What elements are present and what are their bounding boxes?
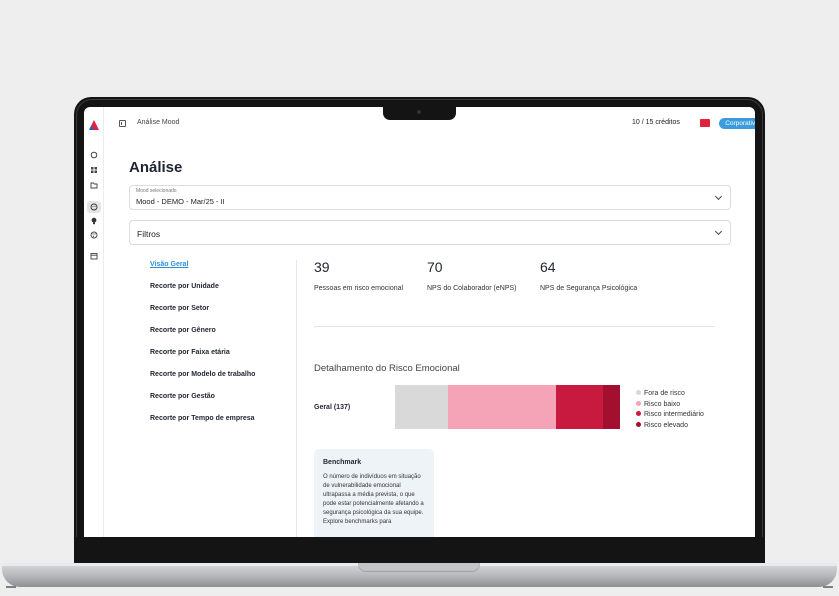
circle-icon[interactable] xyxy=(90,151,98,159)
top-bar: Análise Mood 10 / 15 créditos Corporativ… xyxy=(104,107,755,141)
legend-item: Fora de risco xyxy=(636,390,685,397)
risk-segment-fora[interactable] xyxy=(395,385,448,429)
mood-select-label: Mood selecionado xyxy=(136,188,177,194)
legend-item: Risco intermediário xyxy=(636,411,704,418)
metric-psych-safety-label: NPS de Segurança Psicológica xyxy=(540,285,638,292)
nav-recorte-gestao[interactable]: Recorte por Gestão xyxy=(150,393,215,400)
risk-breakdown-title: Detalhamento do Risco Emocional xyxy=(314,363,460,374)
nav-recorte-unidade[interactable]: Recorte por Unidade xyxy=(150,283,219,290)
mood-select-value: Mood - DEMO - Mar/25 - II xyxy=(136,197,225,206)
legend-item: Risco elevado xyxy=(636,421,688,429)
benchmark-card: Benchmark O número de indivíduos em situ… xyxy=(314,449,434,537)
chevron-down-icon xyxy=(714,227,723,236)
risk-row-label: Geral (137) xyxy=(314,404,351,411)
legend-item: Risco baixo xyxy=(636,400,681,408)
filters-accordion[interactable]: Filtros xyxy=(129,220,731,245)
legend-label: Fora de risco xyxy=(644,390,685,397)
camera-notch xyxy=(383,107,456,120)
chevron-down-icon xyxy=(714,192,723,201)
legend-dot xyxy=(636,400,641,406)
ticket-icon[interactable] xyxy=(700,119,710,127)
legend-label: Risco baixo xyxy=(644,400,681,408)
mood-select[interactable]: Mood selecionado Mood - DEMO - Mar/25 - … xyxy=(129,185,731,210)
metric-risk-value: 39 xyxy=(314,259,330,275)
nav-divider xyxy=(296,260,297,537)
legend-dot xyxy=(636,421,641,427)
bulb-icon[interactable] xyxy=(90,217,98,225)
plan-badge[interactable]: Corporativo xyxy=(719,118,755,129)
metrics-divider xyxy=(314,326,714,327)
calendar-icon[interactable] xyxy=(90,252,98,260)
benchmark-text: O número de indivíduos em situação de vu… xyxy=(323,474,424,525)
nav-recorte-modelo-trabalho[interactable]: Recorte por Modelo de trabalho xyxy=(150,371,256,378)
nav-recorte-faixa-etaria[interactable]: Recorte por Faixa etária xyxy=(150,349,230,356)
icon-rail xyxy=(84,107,104,537)
metric-enps-label: NPS do Colaborador (eNPS) xyxy=(427,285,517,292)
risk-segment-intermediario[interactable] xyxy=(555,385,604,429)
nav-recorte-setor[interactable]: Recorte por Setor xyxy=(150,305,210,312)
risk-segment-baixo[interactable] xyxy=(447,385,556,429)
legend-dot xyxy=(636,390,641,395)
legend-label: Risco elevado xyxy=(644,421,688,429)
folder-icon[interactable] xyxy=(90,181,98,189)
app-logo[interactable] xyxy=(89,120,99,130)
laptop-foot xyxy=(6,586,16,588)
filters-label: Filtros xyxy=(137,229,161,239)
app-screen: Análise Mood 10 / 15 créditos Corporativ… xyxy=(84,107,755,537)
nav-recorte-tempo-empresa[interactable]: Recorte por Tempo de empresa xyxy=(150,415,255,422)
metric-risk-label: Pessoas em risco emocional xyxy=(314,285,404,292)
page-title: Análise xyxy=(129,159,183,176)
breadcrumb-title: Análise Mood xyxy=(137,119,180,126)
nav-visao-geral[interactable]: Visão Geral xyxy=(150,261,189,268)
credits-counter: 10 / 15 créditos xyxy=(632,119,680,126)
metric-enps-value: 70 xyxy=(427,259,443,275)
metric-psych-safety-value: 64 xyxy=(540,259,556,275)
mood-face-icon[interactable] xyxy=(87,201,101,213)
bottom-bezel xyxy=(74,537,765,563)
benchmark-title: Benchmark xyxy=(323,459,362,466)
sidebar-toggle-icon[interactable] xyxy=(119,120,126,127)
risk-segment-elevado[interactable] xyxy=(603,385,620,429)
laptop-foot xyxy=(823,586,833,588)
laptop-opening-notch xyxy=(358,563,480,572)
camera-icon xyxy=(417,110,421,114)
nav-recorte-genero[interactable]: Recorte por Gênero xyxy=(150,327,216,334)
palette-icon[interactable] xyxy=(90,231,98,239)
grid-icon[interactable] xyxy=(90,166,98,174)
risk-stacked-bar xyxy=(395,385,620,429)
legend-label: Risco intermediário xyxy=(644,411,704,418)
legend-dot xyxy=(636,411,641,416)
